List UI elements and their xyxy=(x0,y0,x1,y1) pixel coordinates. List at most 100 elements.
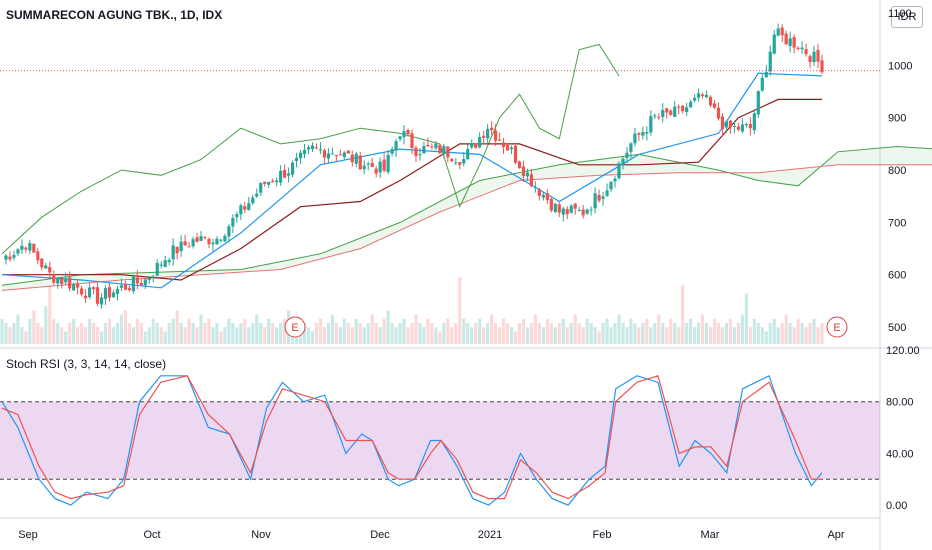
volume-bar xyxy=(107,318,112,344)
candle-body xyxy=(617,163,621,179)
volume-bar xyxy=(541,327,545,344)
candle-body xyxy=(171,245,175,260)
candle-body xyxy=(163,260,167,267)
candle-body xyxy=(314,147,319,149)
candle-body xyxy=(215,238,219,245)
volume-bar xyxy=(68,323,72,344)
candle-body xyxy=(629,143,633,152)
candle-body xyxy=(91,287,96,290)
candle-body xyxy=(298,152,303,159)
volume-bar xyxy=(203,323,207,344)
candle-body xyxy=(322,150,327,158)
volume-bar xyxy=(414,314,418,344)
candle-body xyxy=(700,94,705,97)
candle-body xyxy=(426,144,430,147)
candle-body xyxy=(605,190,609,196)
candle-body xyxy=(259,182,263,193)
candle-body xyxy=(693,97,697,101)
volume-bar xyxy=(72,318,76,344)
candle-body xyxy=(501,142,506,147)
candle-body xyxy=(159,264,163,266)
volume-bar xyxy=(649,327,653,344)
currency-badge[interactable]: IDR xyxy=(891,6,923,28)
candle-body xyxy=(577,209,581,211)
volume-bar xyxy=(446,318,450,344)
candle-body xyxy=(318,149,323,151)
time-axis-ticks: Sep Oct Nov Dec 2021 Feb Mar Apr xyxy=(18,529,845,541)
candle-body xyxy=(812,51,816,63)
volume-bar xyxy=(545,318,549,344)
volume-bar xyxy=(330,314,334,344)
volume-bar xyxy=(326,323,331,344)
volume-bar xyxy=(32,310,36,344)
candle-body xyxy=(48,266,52,273)
candle-body xyxy=(279,170,283,183)
candle-body xyxy=(135,277,139,284)
candle-body xyxy=(716,107,721,119)
volume-bar xyxy=(720,327,725,344)
volume-bar xyxy=(115,323,120,344)
volume-bar xyxy=(195,327,199,344)
candle-body xyxy=(99,297,104,305)
candle-body xyxy=(167,259,171,263)
volume-bar xyxy=(569,323,573,344)
volume-bar xyxy=(103,323,108,344)
volume-bar xyxy=(677,327,681,344)
candle-body xyxy=(207,239,211,245)
candle-body xyxy=(422,146,426,154)
candle-body xyxy=(338,154,342,156)
volume-bar xyxy=(255,314,259,344)
volume-bar xyxy=(44,306,48,344)
volume-bar xyxy=(561,318,565,344)
volume-bar xyxy=(267,318,271,344)
volume-bar xyxy=(804,327,808,344)
volume-bar xyxy=(187,318,191,344)
volume-bar xyxy=(497,327,502,344)
earnings-marker[interactable] xyxy=(284,316,306,338)
candle-body xyxy=(633,133,637,144)
candle-body xyxy=(438,144,442,154)
earnings-marker-label: E xyxy=(291,322,298,334)
price-tick-label: 500 xyxy=(888,322,906,334)
candle-body xyxy=(585,209,589,214)
candle-body xyxy=(251,197,255,204)
volume-bar xyxy=(227,318,231,344)
candle-body xyxy=(720,116,725,130)
candle-body xyxy=(119,285,124,288)
candle-body xyxy=(561,208,565,215)
candle-body xyxy=(28,243,32,251)
candle-body xyxy=(589,209,593,211)
candle-body xyxy=(689,101,693,108)
time-tick-label: Oct xyxy=(143,529,160,541)
volume-bar xyxy=(533,314,537,344)
chart-title: SUMMARECON AGUNG TBK., 1D, IDX xyxy=(6,8,223,22)
volume-bar xyxy=(756,323,760,344)
candle-body xyxy=(4,255,8,260)
volume-bar xyxy=(812,318,816,344)
candle-body xyxy=(290,162,295,175)
earnings-marker-label: E xyxy=(833,322,840,334)
volume-bar xyxy=(199,314,203,344)
volume-bar xyxy=(637,327,641,344)
stoch-lines xyxy=(1,374,823,506)
candlesticks xyxy=(4,23,824,309)
candle-body xyxy=(804,49,808,55)
volume-bar xyxy=(0,318,4,344)
volume-bar xyxy=(704,323,709,344)
candle-body xyxy=(442,146,446,155)
earnings-marker[interactable] xyxy=(826,316,848,338)
senkou-span-b xyxy=(1,164,932,291)
tenkan-sen xyxy=(1,72,823,289)
time-tick-label: Apr xyxy=(827,529,844,541)
candle-body xyxy=(414,147,418,157)
candle-body xyxy=(283,170,287,178)
senkou-span-a xyxy=(1,145,932,286)
volume-bar xyxy=(402,318,406,344)
candle-body xyxy=(287,173,291,176)
candle-body xyxy=(509,147,514,150)
candle-body xyxy=(127,288,131,291)
candle-body xyxy=(454,162,458,164)
volume-bar xyxy=(91,323,96,344)
